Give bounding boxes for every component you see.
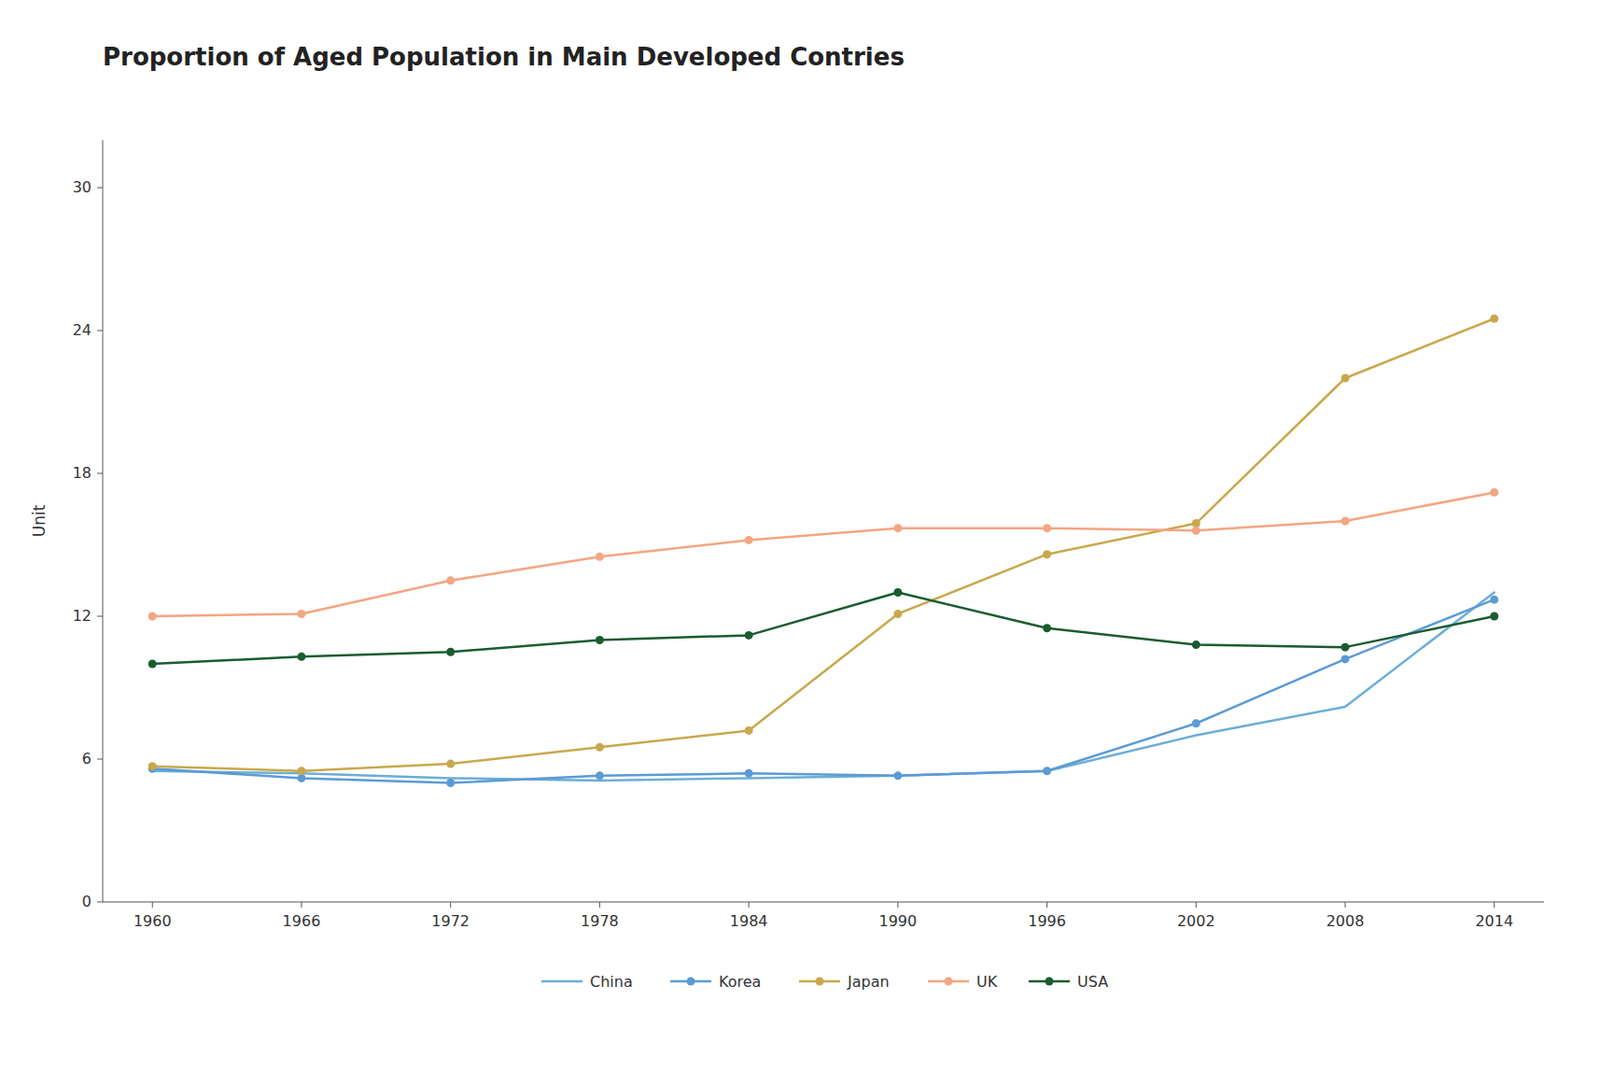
- series-marker: [595, 771, 604, 780]
- series-marker: [1192, 718, 1201, 728]
- x-tick-label: 1996: [1027, 912, 1067, 930]
- y-tick-label: 6: [82, 749, 92, 768]
- series-marker: [744, 726, 754, 735]
- series-marker: [893, 771, 902, 780]
- series-marker: [1192, 526, 1201, 535]
- series-line: [152, 318, 1495, 772]
- legend-label: Japan: [846, 972, 890, 991]
- x-tick: [449, 901, 451, 908]
- legend-label: UK: [976, 972, 998, 991]
- y-axis-label: Unit: [29, 504, 49, 537]
- series-marker: [1489, 488, 1499, 497]
- y-tick: [97, 616, 103, 618]
- x-tick: [1493, 901, 1495, 908]
- x-tick: [1046, 901, 1048, 908]
- x-tick: [748, 901, 750, 908]
- series-marker: [1042, 523, 1052, 533]
- series-marker: [1042, 766, 1052, 775]
- x-tick: [1345, 901, 1347, 908]
- legend-label: China: [589, 972, 633, 991]
- y-tick: [97, 901, 103, 903]
- legend-item: Korea: [670, 972, 761, 991]
- series-marker: [296, 652, 306, 661]
- x-tick: [300, 901, 302, 908]
- legend-marker: [1045, 977, 1054, 986]
- legend-label: Korea: [718, 972, 761, 991]
- x-tick-label: 1966: [282, 912, 322, 930]
- series-marker: [1192, 640, 1201, 649]
- series-marker: [744, 535, 754, 545]
- x-tick: [897, 901, 899, 908]
- series-marker: [1341, 654, 1350, 663]
- y-tick: [97, 187, 103, 189]
- y-tick-label: 24: [72, 321, 92, 339]
- series-marker: [1341, 517, 1350, 526]
- series-marker: [296, 609, 306, 618]
- series-marker: [595, 743, 604, 752]
- series-marker: [893, 609, 902, 618]
- legend-marker: [687, 977, 696, 986]
- series-marker: [446, 647, 455, 657]
- x-tick: [152, 901, 154, 908]
- x-axis-line: [102, 900, 1544, 902]
- x-tick-label: 2008: [1326, 912, 1365, 930]
- y-tick-label: 30: [72, 178, 92, 197]
- legend: China Korea Japan UK USA: [541, 972, 1109, 991]
- chart-svg: Proportion of Aged Population in Main De…: [0, 0, 1600, 1070]
- series-marker: [893, 588, 902, 597]
- series-marker: [893, 523, 902, 533]
- series-marker: [1341, 643, 1350, 652]
- x-tick-label: 1978: [580, 912, 619, 930]
- series-marker: [296, 766, 306, 775]
- legend-swatch: [541, 980, 583, 983]
- legend-marker: [815, 977, 825, 986]
- x-tick: [599, 901, 601, 908]
- y-tick: [97, 330, 103, 332]
- series-marker: [744, 631, 754, 640]
- series-marker: [148, 761, 157, 771]
- legend-item: Japan: [799, 972, 890, 991]
- axes: 1960 1966 1972 1978 1984 1990 1996 2002 2008 2014…: [72, 140, 1544, 930]
- x-tick: [1195, 901, 1197, 908]
- series-marker: [446, 759, 455, 769]
- series-marker: [1042, 549, 1052, 559]
- plot-area: [148, 314, 1500, 787]
- series-marker: [595, 635, 604, 645]
- legend-label: USA: [1077, 972, 1109, 991]
- y-tick-label: 12: [72, 606, 92, 625]
- x-tick-label: 1972: [431, 912, 470, 930]
- x-tick-label: 2002: [1177, 912, 1216, 930]
- legend-item: USA: [1028, 972, 1109, 991]
- series-marker: [595, 552, 604, 562]
- legend-marker: [944, 977, 954, 986]
- x-tick-label: 2014: [1474, 912, 1514, 930]
- y-tick: [97, 473, 103, 475]
- series-line: [152, 592, 1495, 665]
- legend-item: UK: [927, 972, 998, 991]
- series-marker: [1489, 612, 1499, 621]
- y-axis-line: [102, 140, 104, 902]
- series-marker: [1489, 314, 1499, 323]
- series-marker: [446, 575, 455, 585]
- series-line: [152, 599, 1495, 783]
- series-line: [152, 592, 1495, 781]
- series-marker: [744, 769, 754, 778]
- series-marker: [1489, 595, 1499, 604]
- series-marker: [148, 659, 157, 669]
- series-line: [152, 491, 1495, 617]
- y-tick-label: 18: [72, 463, 92, 482]
- y-tick-label: 0: [82, 892, 92, 911]
- y-tick: [97, 758, 103, 760]
- series-marker: [1042, 623, 1052, 632]
- chart-container: Proportion of Aged Population in Main De…: [0, 0, 1600, 1070]
- series-marker: [1341, 374, 1350, 383]
- x-tick-label: 1990: [879, 912, 918, 930]
- x-tick-label: 1984: [729, 912, 769, 930]
- legend-item: China: [541, 972, 633, 991]
- chart-title: Proportion of Aged Population in Main De…: [102, 42, 905, 71]
- series-marker: [148, 612, 157, 621]
- series-marker: [446, 778, 455, 787]
- x-tick-label: 1960: [133, 912, 172, 930]
